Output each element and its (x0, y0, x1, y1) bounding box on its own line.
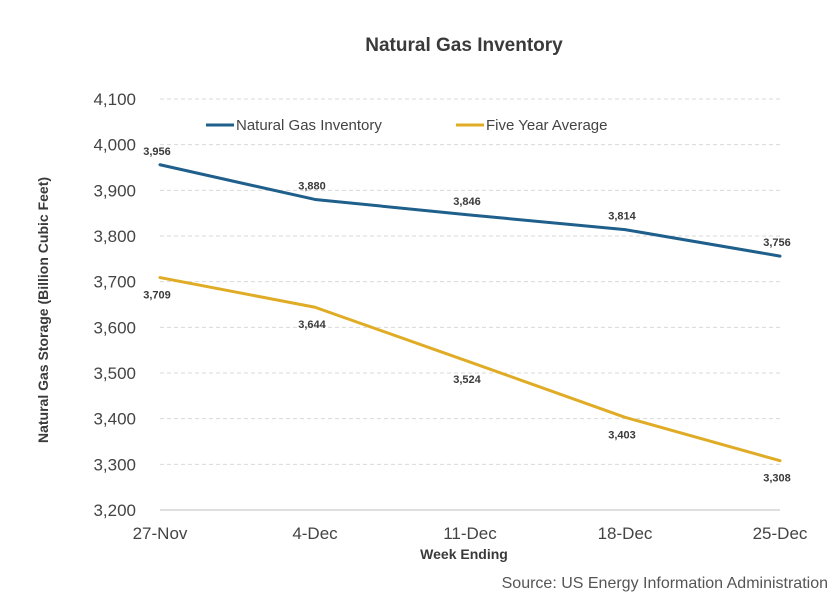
x-axis-title: Week Ending (420, 546, 508, 562)
source-note: Source: US Energy Information Administra… (502, 575, 828, 592)
data-label: 3,524 (453, 374, 481, 386)
y-tick-label: 3,200 (93, 501, 136, 520)
y-tick-label: 4,100 (93, 90, 136, 109)
data-label: 3,814 (608, 211, 636, 223)
data-label: 3,756 (763, 237, 791, 249)
y-tick-label: 3,600 (93, 318, 136, 337)
data-label: 3,308 (763, 473, 791, 485)
y-axis-title: Natural Gas Storage (Billion Cubic Feet) (35, 177, 51, 443)
data-label: 3,880 (298, 180, 326, 192)
series-lines (158, 163, 782, 463)
y-axis: 3,200 3,300 3,400 3,500 3,600 3,700 3,800 3,900… (93, 90, 136, 520)
x-tick-label: 11-Dec (443, 524, 497, 543)
x-tick-label: 18-Dec (598, 524, 653, 543)
data-label: 3,709 (143, 290, 171, 302)
y-tick-label: 3,400 (93, 410, 136, 429)
series-line (158, 276, 782, 463)
x-tick-label: 27-Nov (133, 524, 188, 543)
y-tick-label: 3,800 (93, 227, 136, 246)
data-label: 3,846 (453, 196, 481, 208)
data-label: 3,644 (298, 319, 326, 331)
legend-label: Five Year Average (486, 117, 607, 134)
legend-label: Natural Gas Inventory (236, 117, 382, 134)
y-tick-label: 3,700 (93, 273, 136, 292)
legend: Natural Gas Inventory Five Year Average (206, 117, 607, 134)
x-tick-label: 25-Dec (753, 524, 808, 543)
data-label: 3,956 (143, 146, 171, 158)
gridlines (160, 98, 780, 465)
series-line (158, 163, 782, 258)
data-labels: 3,956 3,880 3,846 3,814 3,756 3,709 3,644 3,524… (143, 146, 791, 485)
y-tick-label: 3,300 (93, 455, 136, 474)
x-tick-label: 4-Dec (292, 524, 338, 543)
y-tick-label: 4,000 (93, 136, 136, 155)
y-tick-label: 3,500 (93, 364, 136, 383)
y-tick-label: 3,900 (93, 181, 136, 200)
x-axis: 27-Nov 4-Dec 11-Dec 18-Dec 25-Dec (133, 509, 808, 543)
chart-title: Natural Gas Inventory (365, 35, 563, 56)
data-label: 3,403 (608, 429, 636, 441)
